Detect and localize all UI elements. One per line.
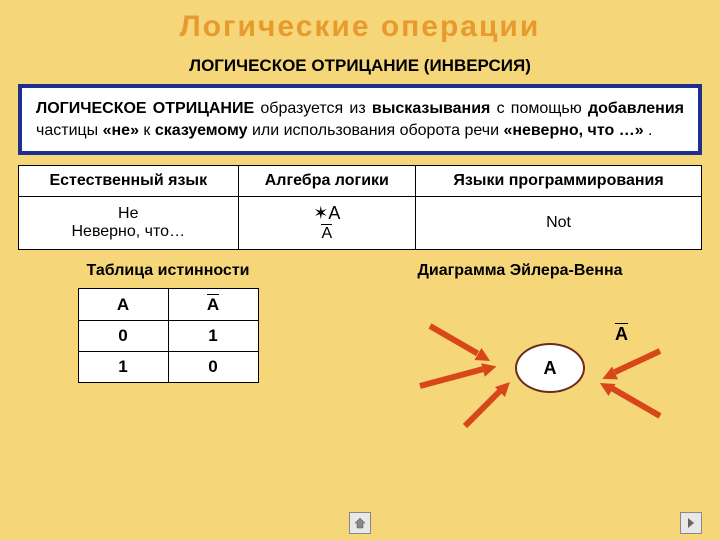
a-bar: А [321,224,332,242]
def-strong: сказуемому [155,122,248,139]
arrow-icon [613,348,661,375]
table-header: Языки программирования [416,166,702,197]
cell-line: Неверно, что… [27,223,230,241]
venn-abar-label: А [615,323,628,345]
cell-line: А [247,224,407,243]
arrow-head-icon [481,360,498,377]
def-text: частицы [36,122,103,139]
notation-table: Естественный язык Алгебра логики Языки п… [18,165,702,250]
truth-table-label: Таблица истинности [18,258,318,288]
arrow-icon [611,386,662,419]
next-button[interactable] [680,512,702,534]
table-header: Естественный язык [19,166,239,197]
cell-line: Не [27,205,230,223]
def-strong: высказывания [372,100,490,117]
def-text: . [644,122,653,139]
table-header: Алгебра логики [238,166,415,197]
def-strong: «не» [103,122,139,139]
truth-table: А А 0 1 1 0 [78,288,259,383]
def-text: образуется из [254,100,372,117]
arrow-icon [429,324,480,357]
truth-cell: 1 [168,321,258,352]
venn-circle-a: А [515,343,585,393]
def-text: к [139,122,155,139]
subtitle: ЛОГИЧЕСКОЕ ОТРИЦАНИЕ (ИНВЕРСИЯ) [0,52,720,84]
table-cell-algebra: ✶А А [238,197,415,250]
page-title: Логические операции [0,0,720,52]
a-bar: А [207,294,219,313]
truth-header: А [78,289,168,321]
def-text: или использования оборота речи [248,122,504,139]
truth-cell: 1 [78,352,168,383]
venn-label: Диаграмма Эйлера-Венна [338,258,702,288]
venn-diagram: А А [360,288,680,438]
truth-header: А [168,289,258,321]
def-strong: добавления [588,100,684,117]
truth-cell: 0 [78,321,168,352]
arrow-icon [463,389,503,429]
definition-box: ЛОГИЧЕСКОЕ ОТРИЦАНИЕ образуется из выска… [18,84,702,155]
def-strong: «неверно, что …» [503,122,643,139]
chevron-right-icon [685,517,697,529]
table-cell-natural: Не Неверно, что… [19,197,239,250]
home-icon [353,516,367,530]
table-cell-prog: Not [416,197,702,250]
a-bar: А [615,323,628,343]
def-text: с помощью [490,100,588,117]
home-button[interactable] [349,512,371,534]
def-strong: ЛОГИЧЕСКОЕ ОТРИЦАНИЕ [36,100,254,117]
truth-cell: 0 [168,352,258,383]
arrow-icon [419,366,483,389]
cell-line: ✶А [247,203,407,224]
